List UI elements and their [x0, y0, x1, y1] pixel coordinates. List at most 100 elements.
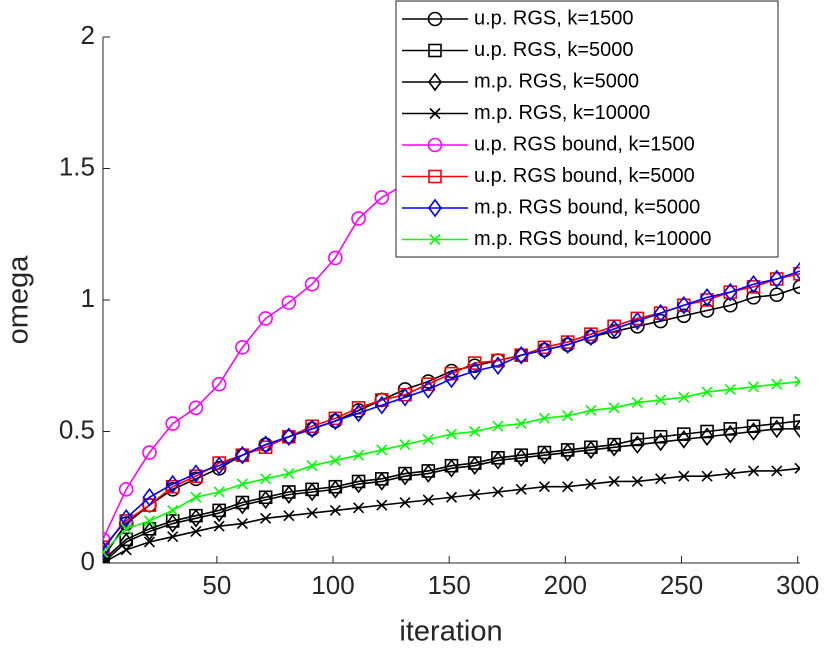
point — [630, 311, 645, 331]
legend-label: u.p. RGS bound, k=5000 — [474, 165, 695, 187]
point — [444, 458, 459, 478]
point — [429, 233, 441, 246]
x-tick-label: 50 — [202, 570, 231, 600]
point — [351, 211, 366, 226]
point — [329, 504, 341, 516]
point — [142, 522, 157, 541]
point — [120, 544, 132, 556]
point — [351, 474, 366, 494]
point — [700, 288, 715, 307]
point — [421, 464, 436, 483]
point — [304, 276, 320, 292]
point — [724, 468, 736, 480]
point — [428, 43, 442, 58]
point — [699, 303, 715, 318]
point — [118, 482, 134, 497]
point — [793, 419, 800, 439]
point — [398, 387, 413, 407]
point — [188, 464, 203, 483]
point — [258, 435, 273, 454]
point — [235, 445, 250, 465]
point — [260, 512, 272, 524]
point — [103, 557, 109, 563]
point — [399, 439, 411, 451]
point — [492, 420, 504, 432]
point — [235, 495, 250, 515]
point — [514, 448, 529, 468]
point — [399, 496, 411, 509]
point — [467, 361, 482, 381]
legend-label: u.p. RGS, k=5000 — [474, 39, 634, 61]
y-tick-label: 2 — [81, 20, 95, 50]
point — [281, 427, 296, 447]
point — [585, 404, 597, 417]
point — [428, 198, 442, 218]
point — [793, 261, 800, 281]
point — [746, 290, 761, 305]
point — [630, 318, 645, 334]
point — [328, 480, 343, 499]
point — [351, 403, 366, 423]
point — [236, 517, 248, 530]
point — [723, 424, 738, 444]
point — [427, 11, 443, 27]
point — [283, 468, 295, 480]
point — [421, 380, 436, 399]
point — [701, 470, 713, 482]
point — [398, 466, 413, 486]
point — [537, 445, 552, 465]
point — [630, 435, 645, 454]
y-tick-label: 1.5 — [59, 151, 95, 181]
point — [793, 414, 800, 428]
point — [467, 456, 482, 476]
point — [213, 486, 225, 498]
point — [746, 422, 761, 441]
point — [631, 475, 643, 488]
point — [538, 481, 550, 493]
series-line — [103, 420, 800, 561]
point — [560, 335, 575, 355]
series-line — [103, 270, 800, 551]
x-axis-label: iteration — [399, 616, 502, 648]
point — [490, 356, 505, 376]
point — [353, 449, 365, 461]
point — [142, 445, 157, 460]
point — [562, 410, 574, 422]
point — [607, 319, 622, 339]
point — [794, 375, 800, 388]
point — [560, 443, 575, 462]
point — [445, 428, 458, 440]
point — [490, 451, 505, 470]
point — [103, 546, 109, 559]
point — [212, 503, 227, 523]
point — [723, 282, 738, 302]
y-axis-label: omega — [3, 255, 35, 345]
point — [427, 137, 443, 153]
point — [444, 369, 459, 389]
point — [258, 311, 273, 326]
point — [608, 402, 620, 414]
point — [306, 460, 318, 472]
point — [328, 411, 343, 431]
point — [678, 391, 690, 403]
point — [676, 295, 691, 315]
point — [376, 499, 388, 511]
point — [769, 269, 784, 289]
point — [676, 430, 691, 449]
legend-label: m.p. RGS, k=10000 — [474, 102, 650, 124]
point — [188, 400, 204, 416]
point — [353, 502, 365, 514]
legend-label: u.p. RGS, k=1500 — [474, 7, 634, 29]
point — [374, 395, 389, 415]
point — [165, 474, 180, 494]
point — [143, 515, 156, 527]
point — [103, 540, 110, 560]
point — [794, 462, 800, 474]
point — [260, 473, 272, 485]
point — [655, 394, 667, 406]
point — [374, 190, 390, 205]
point — [562, 481, 574, 493]
point — [653, 432, 668, 452]
point — [538, 412, 550, 424]
point — [678, 470, 690, 482]
